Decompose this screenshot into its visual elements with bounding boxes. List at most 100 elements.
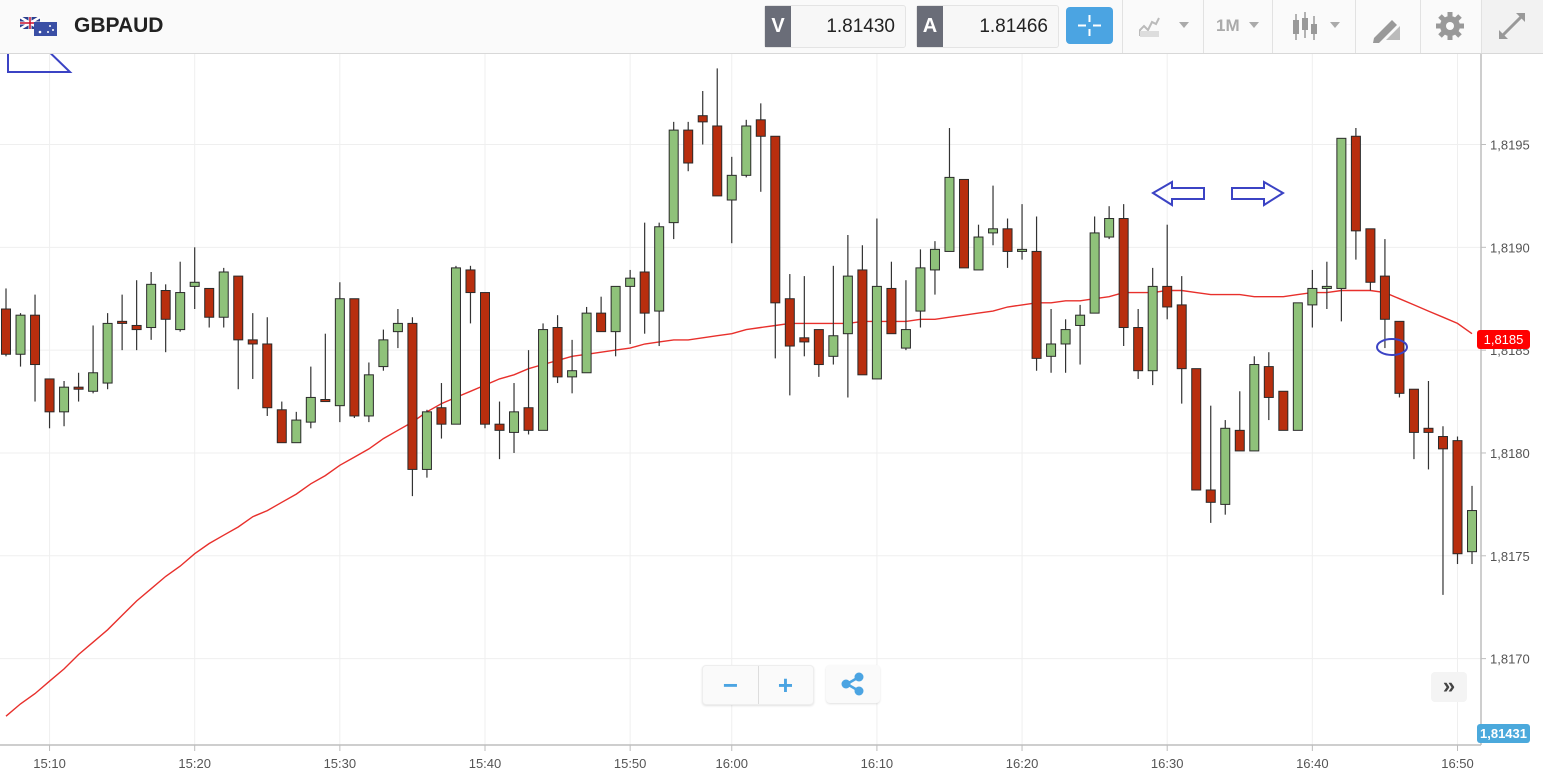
candle-body <box>625 277 636 287</box>
candle-up <box>567 339 578 394</box>
annotation-ellipse <box>1376 338 1408 356</box>
bid-price-marker: 1,81431 <box>1477 724 1530 743</box>
candle-body <box>436 407 447 425</box>
candle-body <box>30 314 41 366</box>
y-tick-label: 1,8195 <box>1490 137 1530 152</box>
candle-down <box>131 280 142 351</box>
x-tick-label: 15:40 <box>469 756 502 771</box>
candle-down <box>1263 352 1274 421</box>
x-tick-label: 16:50 <box>1441 756 1474 771</box>
candle-up <box>842 234 853 398</box>
candle-body <box>102 322 113 384</box>
crosshair-button[interactable] <box>1066 7 1113 44</box>
candle-body <box>392 322 403 333</box>
candle-up <box>538 323 549 431</box>
candle-body <box>1220 427 1231 505</box>
candle-body <box>378 339 389 368</box>
candle-down <box>1205 405 1216 523</box>
candle-body <box>842 275 853 335</box>
share-button[interactable] <box>826 665 880 703</box>
candle-up <box>1220 420 1231 515</box>
chevron-down-icon <box>1249 22 1259 28</box>
candle-body <box>523 407 534 431</box>
candle-down <box>1162 224 1173 320</box>
candle-body <box>291 419 302 444</box>
candle-body <box>813 329 824 366</box>
gear-icon <box>1436 12 1464 40</box>
candle-body <box>1408 388 1419 433</box>
crosshair-icon <box>1078 15 1101 36</box>
candle-body <box>1423 427 1434 433</box>
candle-down <box>1408 388 1419 460</box>
candle-down <box>857 245 868 376</box>
candle-body <box>741 125 752 176</box>
candle-down <box>1234 391 1245 452</box>
candle-up <box>610 285 621 357</box>
chart-type-button[interactable] <box>1122 0 1203 53</box>
candle-down <box>1278 390 1289 431</box>
candle-up <box>392 309 403 349</box>
candle-body <box>305 396 316 423</box>
candle-body <box>479 292 490 425</box>
candle-down <box>1365 228 1376 291</box>
candle-up <box>1249 356 1260 452</box>
fullscreen-button[interactable] <box>1481 0 1543 53</box>
candle-down <box>1002 218 1013 268</box>
candle-up <box>1336 137 1347 322</box>
candle-up <box>1307 269 1318 328</box>
candle-up <box>900 280 911 351</box>
buy-label: A <box>917 6 943 47</box>
buy-price-button[interactable]: A 1.81466 <box>916 5 1059 48</box>
candle-down <box>712 68 723 197</box>
candle-body <box>697 115 708 123</box>
sell-price-button[interactable]: V 1.81430 <box>764 5 906 48</box>
candle-body <box>1191 368 1202 491</box>
moving-average-line <box>5 289 1473 717</box>
zoom-in-button[interactable]: + <box>777 670 794 700</box>
candle-up <box>654 222 665 347</box>
scroll-to-latest-button[interactable]: » <box>1431 672 1467 702</box>
candle-up <box>929 241 940 295</box>
x-tick-label: 15:10 <box>33 756 66 771</box>
timeframe-button[interactable]: 1M <box>1203 0 1272 53</box>
candle-up <box>1060 319 1071 373</box>
candle-up <box>988 185 999 246</box>
drawing-tools-button[interactable] <box>1355 0 1420 53</box>
candle-body <box>421 411 432 470</box>
settings-button[interactable] <box>1420 0 1481 53</box>
candle-up <box>175 261 186 332</box>
x-tick-label: 16:10 <box>861 756 894 771</box>
candle-body <box>683 129 694 164</box>
candle-down <box>813 329 824 377</box>
candle-down <box>1423 380 1434 470</box>
candle-body <box>900 329 911 349</box>
candle-body <box>262 343 273 409</box>
moving-average-layer <box>5 289 1473 717</box>
candle-body <box>552 327 563 378</box>
candlestick-icon <box>1293 12 1340 40</box>
candle-down <box>436 383 447 439</box>
candle-down <box>755 103 766 192</box>
ma-price-marker: 1,8185 <box>1477 329 1530 349</box>
candle-up <box>334 282 345 423</box>
candle-body <box>218 271 229 318</box>
candle-down <box>407 317 418 497</box>
candle-body <box>465 269 476 294</box>
candle-style-button[interactable] <box>1272 0 1355 53</box>
candle-up <box>944 128 955 252</box>
zoom-out-button[interactable]: − <box>703 666 759 704</box>
y-tick-label: 1,8180 <box>1490 446 1530 461</box>
annotation-right-arrow-icon <box>1231 180 1285 207</box>
candle-up <box>59 380 70 427</box>
x-tick-label: 16:30 <box>1151 756 1184 771</box>
candle-body <box>117 320 128 324</box>
candle-body <box>639 271 650 314</box>
candle-body <box>88 372 99 392</box>
candle-down <box>160 284 171 353</box>
candle-down <box>1118 204 1129 347</box>
candle-up <box>1467 485 1478 565</box>
candle-body <box>1089 232 1100 314</box>
candle-down <box>276 401 287 444</box>
candle-body <box>538 329 549 431</box>
